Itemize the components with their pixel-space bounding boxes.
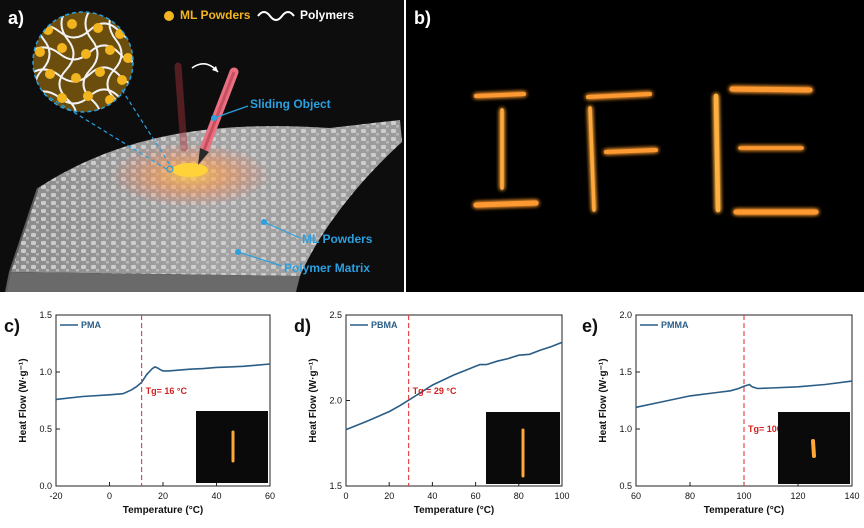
series-line-pbma	[345, 341, 563, 431]
x-axis-label: Temperature (°C)	[414, 505, 495, 516]
series-line-pma	[55, 363, 271, 401]
polymer-matrix-slab-side	[6, 272, 300, 292]
series-line-pmma	[635, 380, 853, 409]
callout-dot-powders	[261, 219, 267, 225]
panel-a-label: a)	[8, 8, 25, 28]
callout-sliding-object: Sliding Object	[250, 97, 331, 111]
tg-annotation: Tg = 29 °C	[413, 386, 457, 396]
y-tick-label: 1.5	[39, 310, 52, 320]
x-tick-label: 0	[107, 491, 112, 501]
x-tick-label: 20	[158, 491, 168, 501]
callout-dot-sliding	[211, 115, 217, 121]
callout-polymer-matrix: Polymer Matrix	[284, 261, 371, 275]
sliding-object-pen	[198, 67, 239, 165]
callout-ml-powders: ML Powders	[302, 232, 373, 246]
panel-d-label: d)	[294, 316, 311, 336]
tg-annotation: Tg= 100 °C	[748, 424, 795, 434]
ife-luminescent-writing	[473, 86, 819, 215]
x-tick-label: 140	[844, 491, 859, 501]
panel-b-label: b)	[414, 8, 431, 28]
panel-c-label: c)	[4, 316, 21, 336]
luminescent-letter-i	[473, 92, 539, 208]
luminescent-letter-f	[586, 92, 658, 212]
y-tick-label: 1.0	[619, 424, 632, 434]
polymer-legend-icon	[257, 11, 295, 21]
x-tick-label: 80	[514, 491, 524, 501]
y-tick-label: 0.5	[619, 481, 632, 491]
x-tick-label: 60	[265, 491, 275, 501]
x-tick-label: 40	[211, 491, 221, 501]
y-tick-label: 2.5	[329, 310, 342, 320]
x-tick-label: 0	[343, 491, 348, 501]
legend-label: PBMA	[371, 320, 398, 330]
x-tick-label: 100	[554, 491, 569, 501]
x-tick-label: 60	[631, 491, 641, 501]
legend-label: PMMA	[661, 320, 689, 330]
x-axis-label: Temperature (°C)	[123, 505, 204, 516]
panel-a: a) ML Powders Polymers Sliding Object ML…	[0, 0, 404, 292]
x-tick-label: 60	[471, 491, 481, 501]
inset-luminescent-trace	[811, 439, 816, 458]
y-axis-label: Heat Flow (W·g⁻¹)	[18, 358, 29, 442]
x-tick-label: 120	[790, 491, 805, 501]
y-tick-label: 0.5	[39, 424, 52, 434]
y-tick-label: 2.0	[619, 310, 632, 320]
y-axis-label: Heat Flow (W·g⁻¹)	[598, 358, 609, 442]
ml-powder-legend-icon	[164, 11, 174, 21]
y-tick-label: 1.5	[329, 481, 342, 491]
x-axis-label: Temperature (°C)	[704, 505, 785, 516]
x-tick-label: 80	[685, 491, 695, 501]
y-tick-label: 0.0	[39, 481, 52, 491]
legend-ml-powders: ML Powders	[180, 8, 251, 22]
y-tick-label: 1.5	[619, 367, 632, 377]
y-tick-label: 1.0	[39, 367, 52, 377]
y-tick-label: 2.0	[329, 396, 342, 406]
legend-label: PMA	[81, 320, 102, 330]
x-tick-label: 40	[427, 491, 437, 501]
legend-polymers: Polymers	[300, 8, 355, 22]
panel-b: b)	[406, 0, 864, 292]
y-axis-label: Heat Flow (W·g⁻¹)	[308, 358, 319, 442]
x-tick-label: 100	[736, 491, 751, 501]
x-tick-label: 20	[384, 491, 394, 501]
panel-a-illustration	[5, 11, 402, 292]
sliding-object-ghost	[174, 62, 188, 152]
panel-e-label: e)	[582, 316, 599, 336]
luminescent-letter-e	[713, 86, 819, 215]
callout-dot-matrix	[235, 249, 241, 255]
tg-annotation: Tg= 16 °C	[146, 386, 188, 396]
x-tick-label: -20	[49, 491, 62, 501]
